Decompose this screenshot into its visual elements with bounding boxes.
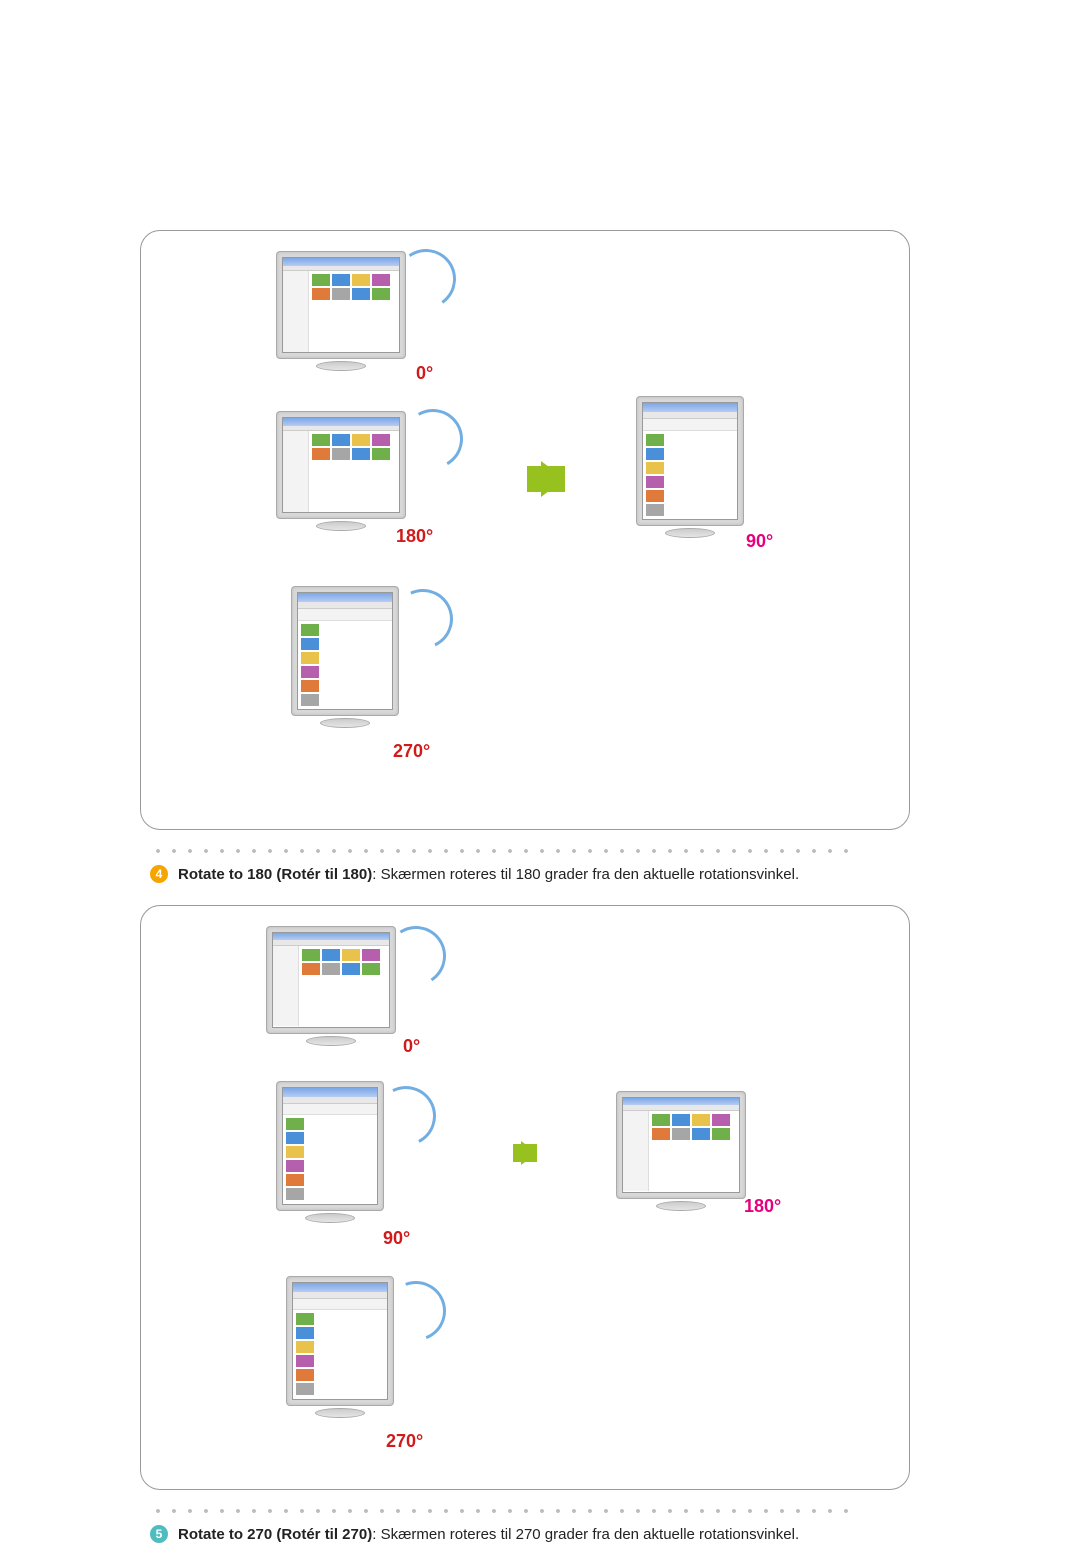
angle-180: 180° — [744, 1196, 781, 1217]
angle-270: 270° — [386, 1431, 423, 1452]
arrow-icon — [521, 1141, 537, 1165]
angle-0: 0° — [403, 1036, 420, 1057]
angle-90: 90° — [746, 531, 773, 552]
bullet-5: 5 — [150, 1525, 168, 1543]
item-4-desc: Skærmen roteres til 180 grader fra den a… — [381, 866, 800, 883]
monitor-90deg — [636, 396, 744, 538]
item-4-text: Rotate to 180 (Rotér til 180): Skærmen r… — [178, 864, 799, 887]
item-5-title: Rotate to 270 (Rotér til 270) — [178, 1526, 372, 1543]
rotate-180-diagram: 0° 180° — [140, 230, 910, 830]
arc-icon — [396, 402, 469, 475]
monitor-270deg — [291, 586, 399, 728]
item-4-title: Rotate to 180 (Rotér til 180) — [178, 866, 372, 883]
dotted-separator — [150, 848, 850, 854]
angle-270: 270° — [393, 741, 430, 762]
dotted-separator — [150, 1508, 850, 1514]
monitor-180deg — [616, 1091, 746, 1211]
item-5-desc: Skærmen roteres til 270 grader fra den a… — [381, 1526, 800, 1543]
content-column: 0° 180° — [140, 230, 910, 1546]
arrow-icon — [541, 461, 565, 497]
sep: : — [372, 866, 380, 883]
item-4-row: 4 Rotate to 180 (Rotér til 180): Skærmen… — [150, 864, 910, 887]
angle-180: 180° — [396, 526, 433, 547]
monitor-0deg — [266, 926, 396, 1046]
sep: : — [372, 1526, 380, 1543]
angle-90: 90° — [383, 1228, 410, 1249]
rotate-270-diagram: 0° 90° — [140, 905, 910, 1490]
monitor-90deg — [276, 1081, 384, 1223]
monitor-180deg — [276, 411, 406, 531]
monitor-270deg — [286, 1276, 394, 1418]
angle-0: 0° — [416, 363, 433, 384]
monitor-0deg — [276, 251, 406, 371]
bullet-4: 4 — [150, 865, 168, 883]
